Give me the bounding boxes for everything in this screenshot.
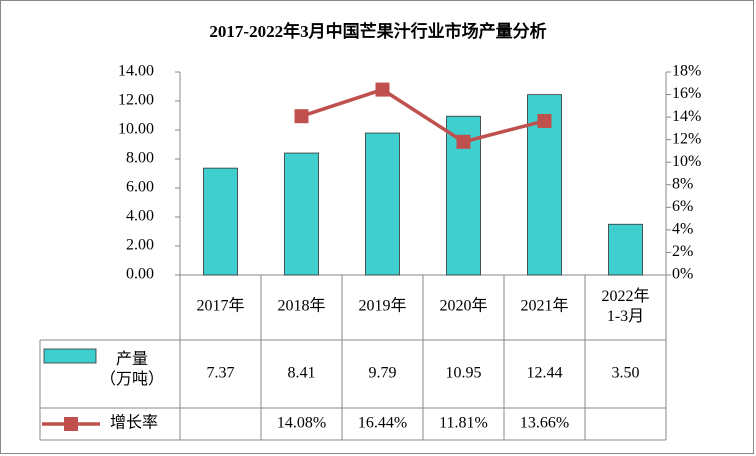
table-value: 3.50: [612, 365, 640, 382]
bar: [284, 152, 319, 276]
y2-tick-label: 16%: [672, 85, 701, 102]
table-grid: [39, 72, 667, 441]
y2-tick-label: 8%: [672, 175, 693, 192]
y2-tick-label: 12%: [672, 130, 701, 147]
table-value: 16.44%: [358, 415, 407, 432]
y-tick-label: 12.00: [118, 92, 154, 109]
x-tick-label: 2019年: [358, 297, 406, 315]
legend-swatch: [43, 348, 97, 364]
marker: [375, 82, 390, 97]
table-value: 10.95: [446, 365, 482, 382]
x-tick-label: 2020年: [439, 297, 487, 315]
y2-tick-label: 18%: [672, 63, 701, 80]
y-tick-label: 14.00: [118, 63, 154, 80]
y2-tick-label: 0%: [672, 266, 693, 283]
table-value: 11.81%: [439, 415, 488, 432]
legend-marker: [64, 417, 78, 431]
y2-tick-label: 4%: [672, 221, 693, 238]
y-tick-label: 0.00: [126, 266, 154, 283]
y-tick-label: 2.00: [126, 237, 154, 254]
x-tick-label: 2022年 1-3月: [601, 287, 649, 325]
table-value: 12.44: [527, 365, 563, 382]
marker: [456, 134, 471, 149]
bar: [203, 167, 238, 276]
y-tick-label: 4.00: [126, 208, 154, 225]
table-value: 14.08%: [277, 415, 326, 432]
x-tick-label: 2021年: [520, 297, 568, 315]
y2-tick-label: 6%: [672, 198, 693, 215]
bar: [608, 223, 643, 276]
bar: [365, 132, 400, 276]
y2-tick-label: 14%: [672, 108, 701, 125]
y-tick-label: 10.00: [118, 121, 154, 138]
x-tick-label: 2018年: [277, 297, 325, 315]
legend-label: 产量（万吨）: [100, 350, 164, 388]
table-value: 13.66%: [520, 415, 569, 432]
y-tick-label: 8.00: [126, 150, 154, 167]
chart-title: 2017-2022年3月中国芒果汁行业市场产量分析: [209, 21, 546, 41]
y2-tick-label: 2%: [672, 243, 693, 260]
y-tick-label: 6.00: [126, 179, 154, 196]
y2-tick-label: 10%: [672, 153, 701, 170]
marker: [537, 113, 552, 128]
legend-label: 增长率: [110, 414, 158, 432]
table-value: 9.79: [369, 365, 397, 382]
table-value: 8.41: [288, 365, 316, 382]
x-tick-label: 2017年: [196, 297, 244, 315]
table-value: 7.37: [207, 365, 235, 382]
line: [300, 87, 545, 144]
marker: [294, 109, 309, 124]
